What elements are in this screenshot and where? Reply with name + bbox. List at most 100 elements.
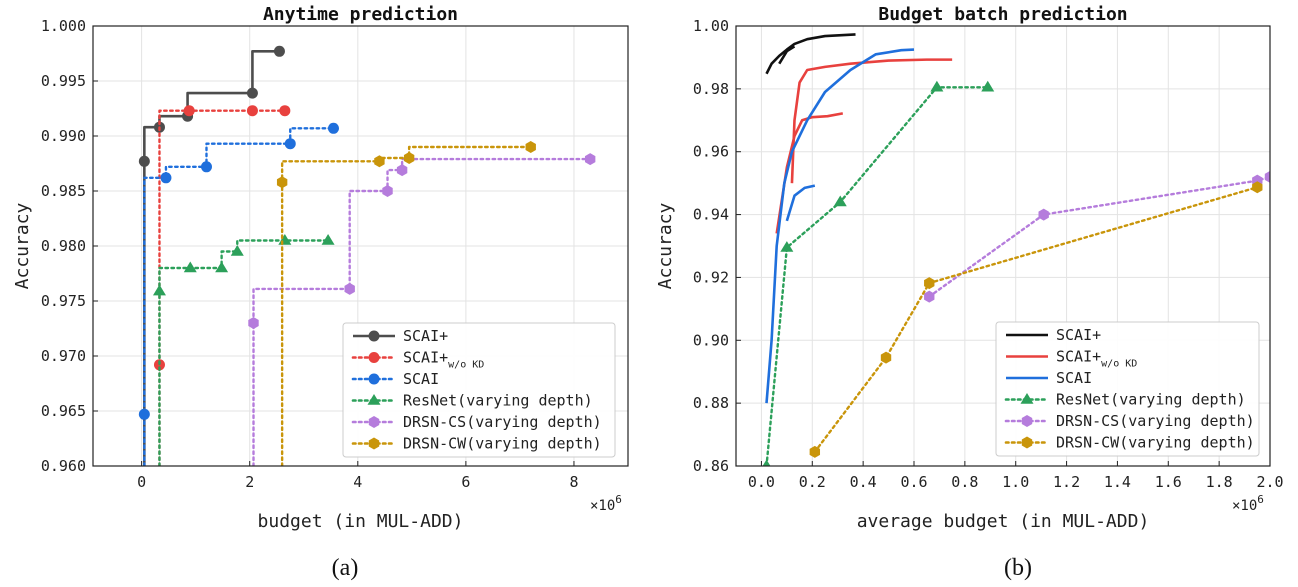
y-tick-label: 0.975 bbox=[41, 292, 86, 310]
legend-marker-resnet-varying-depth bbox=[1020, 393, 1034, 404]
legend-label-name: SCAI+ bbox=[1056, 326, 1101, 344]
series-line-series bbox=[778, 45, 796, 65]
legend-label-scai: SCAI bbox=[1056, 369, 1092, 387]
legend-marker-scai bbox=[368, 373, 380, 385]
x-axis-multiplier: ×106 bbox=[590, 493, 622, 514]
series-line-scai bbox=[765, 33, 856, 75]
legend-marker-scai-w-o-kd bbox=[368, 352, 380, 363]
y-axis-label: Accuracy bbox=[655, 202, 676, 289]
data-point-resnet-varying-depth bbox=[230, 245, 244, 256]
data-point-drsn-cw-varying-depth bbox=[1252, 181, 1263, 194]
legend-marker-drsn-cw-varying-depth bbox=[368, 437, 380, 450]
x-tick-label: 2.0 bbox=[1256, 473, 1283, 491]
x-tick-label: 6 bbox=[461, 473, 470, 491]
x-axis-multiplier-exponent: 6 bbox=[1257, 493, 1264, 506]
legend-label-drsn-cs-varying-depth: DRSN-CS(varying depth) bbox=[1056, 412, 1255, 430]
data-point-resnet-varying-depth bbox=[833, 195, 847, 207]
legend-label-scai: SCAI+ bbox=[403, 327, 448, 345]
legend-marker-resnet-varying-depth bbox=[367, 394, 381, 405]
data-point-scai bbox=[327, 122, 339, 134]
y-tick-label: 0.960 bbox=[41, 457, 86, 475]
data-point-drsn-cw-varying-depth bbox=[880, 351, 892, 364]
x-tick-label: 1.0 bbox=[1002, 473, 1029, 491]
series-group bbox=[762, 33, 1270, 466]
panel-label: (b) bbox=[1004, 555, 1032, 581]
x-axis-multiplier-base: ×10 bbox=[590, 498, 615, 514]
legend-box bbox=[995, 321, 1260, 457]
chart-anytime-prediction: 0 2 4 6 8 0.960 0.965 0.970 0.975 0.980 0.985 0.990… bbox=[12, 4, 629, 581]
legend-label-drsn-cs-varying-depth: DRSN-CS(varying depth) bbox=[403, 413, 602, 431]
legend-label-name: ResNet(varying depth) bbox=[1056, 391, 1246, 409]
data-point-scai bbox=[246, 87, 258, 99]
chart-budget-batch-prediction: 0.0 0.2 0.4 0.6 0.8 1.0 1.2 1.4 1.6 1.8 2.0 0.86 0.8… bbox=[655, 4, 1284, 581]
x-axis-multiplier: ×106 bbox=[1232, 493, 1264, 514]
y-tick-label: 0.980 bbox=[41, 237, 86, 255]
data-point-scai-w-o-kd bbox=[279, 105, 291, 117]
x-tick-label: 0.8 bbox=[951, 473, 978, 491]
data-point-drsn-cw-varying-depth bbox=[403, 152, 415, 164]
series-line-drsn-cw-varying-depth bbox=[813, 186, 1259, 454]
x-tick-label: 8 bbox=[569, 473, 578, 491]
legend-label-subscript: w/o KD bbox=[1101, 359, 1137, 370]
x-axis-multiplier-exponent: 6 bbox=[615, 493, 622, 506]
legend-label-name: DRSN-CS(varying depth) bbox=[1056, 412, 1255, 430]
data-point-drsn-cw-varying-depth bbox=[809, 445, 821, 458]
y-tick-label: 0.90 bbox=[693, 331, 729, 349]
series-line-scai-w-o-kd bbox=[158, 109, 287, 466]
series-line-series bbox=[785, 184, 816, 222]
data-point-scai-w-o-kd bbox=[246, 105, 258, 117]
legend-label-name: DRSN-CS(varying depth) bbox=[403, 413, 602, 431]
data-point-scai bbox=[138, 408, 150, 420]
legend-label-drsn-cw-varying-depth: DRSN-CW(varying depth) bbox=[403, 435, 602, 453]
y-tick-label: 0.970 bbox=[41, 347, 86, 365]
legend-label-scai: SCAI bbox=[403, 370, 439, 388]
legend-label-name: ResNet(varying depth) bbox=[403, 392, 593, 410]
data-point-drsn-cs-varying-depth bbox=[924, 290, 935, 303]
data-point-drsn-cs-varying-depth bbox=[396, 164, 408, 177]
y-tick-label: 0.96 bbox=[693, 143, 729, 161]
x-tick-label: 0.2 bbox=[799, 473, 826, 491]
y-tick-label: 0.990 bbox=[41, 127, 86, 145]
legend-label-name: SCAI+ bbox=[1056, 348, 1101, 366]
x-axis-label: budget (in MUL-ADD) bbox=[258, 511, 464, 532]
legend-box bbox=[342, 322, 616, 458]
legend-label-scai-w-o-kd: SCAI+w/o KD bbox=[403, 349, 484, 371]
data-point-resnet-varying-depth bbox=[183, 261, 197, 273]
data-point-scai bbox=[284, 138, 296, 150]
x-tick-label: 0.6 bbox=[900, 473, 927, 491]
y-axis-label: Accuracy bbox=[12, 202, 33, 289]
y-tick-label: 0.965 bbox=[41, 402, 86, 420]
legend-label-name: SCAI bbox=[403, 370, 439, 388]
x-axis-multiplier-base: ×10 bbox=[1232, 498, 1257, 514]
x-tick-label: 1.4 bbox=[1104, 473, 1131, 491]
legend-label-name: DRSN-CW(varying depth) bbox=[403, 435, 602, 453]
data-point-resnet-varying-depth bbox=[930, 80, 944, 92]
data-point-resnet-varying-depth bbox=[321, 234, 335, 245]
legend-label-scai-w-o-kd: SCAI+w/o KD bbox=[1056, 348, 1137, 370]
x-tick-label: 4 bbox=[353, 473, 362, 491]
data-point-drsn-cw-varying-depth bbox=[525, 141, 536, 153]
data-point-drsn-cs-varying-depth bbox=[248, 317, 259, 329]
panel-label: (a) bbox=[332, 555, 359, 581]
data-point-scai bbox=[273, 45, 285, 57]
x-tick-label: 0.0 bbox=[748, 473, 775, 491]
data-point-resnet-varying-depth bbox=[981, 80, 995, 92]
legend-label-name: SCAI+ bbox=[403, 327, 448, 345]
x-tick-label: 1.8 bbox=[1206, 473, 1233, 491]
data-point-scai bbox=[200, 161, 212, 173]
y-tick-label: 1.00 bbox=[693, 17, 729, 35]
series-line-drsn-cs-varying-depth bbox=[928, 175, 1270, 298]
legend-marker-scai bbox=[368, 330, 380, 342]
data-point-drsn-cw-varying-depth bbox=[276, 176, 288, 189]
x-tick-label: 0 bbox=[137, 473, 146, 491]
data-point-drsn-cw-varying-depth bbox=[374, 155, 385, 168]
x-tick-label: 0.4 bbox=[850, 473, 877, 491]
y-tick-label: 0.985 bbox=[41, 182, 86, 200]
legend-label-name: SCAI+ bbox=[403, 349, 448, 367]
legend-label-name: DRSN-CW(varying depth) bbox=[1056, 434, 1255, 452]
legend-label-subscript: w/o KD bbox=[448, 360, 484, 371]
chart-title: Budget batch prediction bbox=[878, 4, 1127, 25]
x-tick-label: 1.2 bbox=[1053, 473, 1080, 491]
